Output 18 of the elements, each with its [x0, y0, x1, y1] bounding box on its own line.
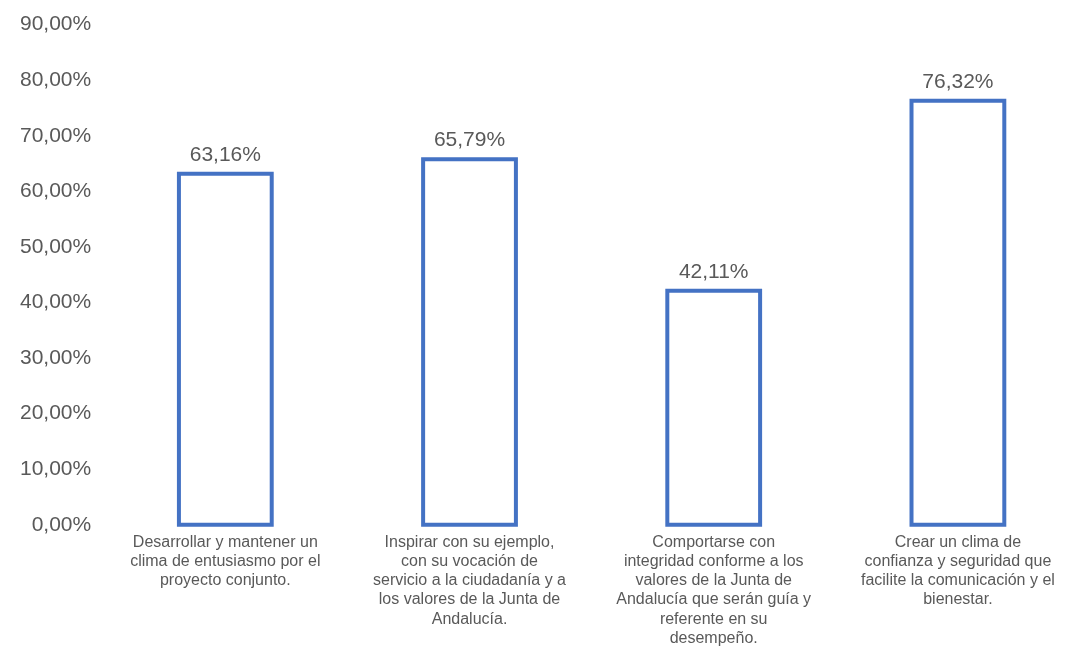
data-label: 76,32% [922, 68, 994, 92]
y-tick-label: 10,00% [19, 456, 92, 480]
y-tick-label: 0,00% [31, 511, 92, 535]
x-tick-label: Desarrollar y mantener un clima de entusiasmo por el proyecto conjunto. [130, 532, 321, 589]
x-tick-label: Comportarse con integridad conforme a los valores de la Junta de Andalucía que serán guía y referente en su desempeño. [616, 532, 812, 646]
data-label: 63,16% [189, 142, 261, 166]
data-label: 42,11% [678, 259, 749, 283]
x-tick-label: Inspirar con su ejemplo, con su vocación de servicio a la ciudadanía y a los valores de la Junta de Andalucía. [373, 532, 567, 627]
y-tick-label: 70,00% [19, 122, 92, 146]
y-tick-label: 60,00% [19, 178, 92, 202]
y-tick-label: 80,00% [19, 66, 92, 90]
y-tick-label: 20,00% [19, 400, 92, 424]
y-tick-label: 50,00% [19, 233, 92, 257]
y-tick-label: 90,00% [19, 11, 92, 35]
y-tick-label: 30,00% [19, 344, 92, 368]
y-tick-label: 40,00% [19, 289, 92, 313]
x-tick-label: Crear un clima de confianza y seguridad que facilite la comunicación y el bienestar. [860, 532, 1055, 608]
data-label: 65,79% [433, 127, 506, 151]
